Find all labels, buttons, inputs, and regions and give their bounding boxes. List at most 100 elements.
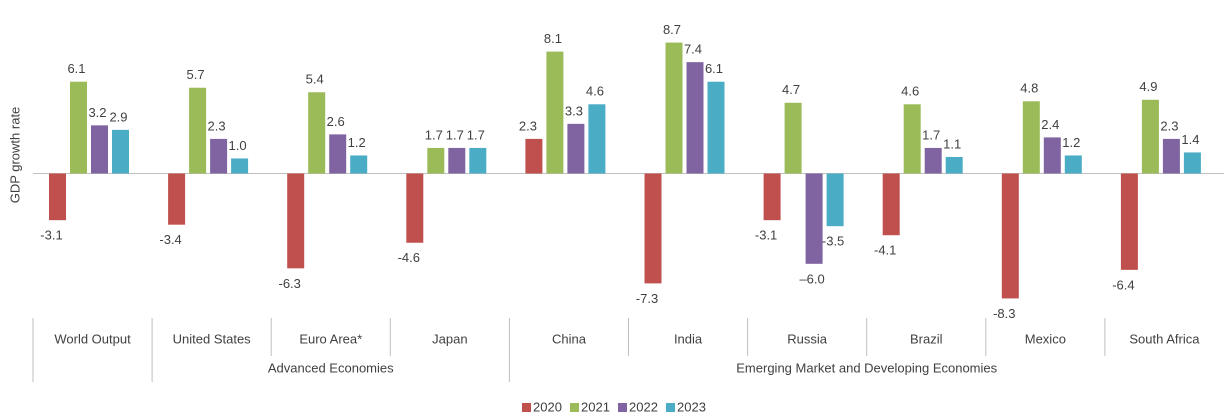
value-label: 2.3 [1160,118,1178,133]
bar [1162,138,1180,174]
value-label: 1.0 [229,138,247,153]
value-label: 1.2 [348,135,366,150]
bar [784,102,802,174]
bar [924,147,942,174]
value-label: 1.4 [1181,132,1199,147]
value-label: 7.4 [684,42,702,57]
value-label: 5.4 [306,72,324,87]
x-tick-label: Brazil [910,331,943,346]
value-label: 4.8 [1020,81,1038,96]
bar [567,123,585,174]
bar [189,87,207,174]
value-label: 1.2 [1062,135,1080,150]
x-tick-label: Japan [432,331,467,346]
value-label: 1.7 [446,127,464,142]
value-label: -3.4 [159,232,181,247]
value-label: -8.3 [993,306,1015,321]
value-label: -6.4 [1112,277,1134,292]
value-label: 4.7 [782,82,800,97]
value-label: -3.5 [822,234,844,249]
bar [525,138,543,174]
value-label: 1.7 [467,127,485,142]
value-label: 1.7 [425,127,443,142]
bar [70,81,87,174]
bar [826,173,844,227]
value-label: 2.9 [109,109,127,124]
legend-swatch [570,403,579,412]
value-label: 3.2 [88,105,106,120]
value-label: 1.7 [922,127,940,142]
value-label: 1.1 [943,136,961,151]
bar [882,173,900,236]
value-label: 6.1 [705,61,723,76]
bar [686,62,704,174]
value-label: -6.3 [278,276,300,291]
bar [805,173,823,264]
bar [308,92,326,174]
bar [469,147,487,174]
legend-label: 2023 [677,399,706,414]
value-label: 3.3 [565,103,583,118]
legend-label: 2021 [581,399,610,414]
y-axis-label: GDP growth rate [7,107,22,204]
bar [1043,137,1061,174]
x-tick-label: China [552,331,587,346]
bar [1064,155,1082,174]
legend-label: 2020 [533,399,562,414]
bar [707,81,725,174]
value-label: 8.7 [663,22,681,37]
bar [945,156,963,174]
value-label: -4.6 [398,250,420,265]
bar [406,173,424,243]
value-label: 2.6 [327,114,345,129]
x-tick-label: South Africa [1129,331,1200,346]
x-tick-label: Euro Area* [299,331,362,346]
value-label: 2.4 [1041,117,1059,132]
x-tick-label: United States [173,331,252,346]
value-label: 2.3 [519,118,537,133]
bar [112,129,129,174]
group-label: Advanced Economies [268,360,394,375]
bar [763,173,781,221]
value-label: 4.6 [586,84,604,99]
value-label: 5.7 [187,67,205,82]
bar [644,173,662,284]
bar [1141,99,1159,174]
value-label: 2.3 [208,118,226,133]
bar [91,125,108,174]
bar [427,147,445,174]
value-label: –6.0 [799,271,824,286]
bar [350,155,368,174]
value-label: -3.1 [40,228,62,243]
legend-swatch [618,403,627,412]
value-label: 6.1 [67,61,85,76]
value-label: -4.1 [874,243,896,258]
value-label: 8.1 [544,31,562,46]
bar [546,51,564,174]
legend-label: 2022 [629,399,658,414]
bar [903,104,921,174]
bar [287,173,305,269]
bar [665,42,683,174]
legend-swatch [522,403,531,412]
bar [49,173,66,221]
bar [1001,173,1019,299]
bar [448,147,466,174]
x-tick-label: Mexico [1025,331,1066,346]
x-tick-label: Russia [787,331,828,346]
bar [168,173,186,225]
x-tick-label: World Output [54,331,131,346]
x-tick-label: India [674,331,703,346]
value-label: -7.3 [636,291,658,306]
bar [329,134,347,174]
bar [588,104,606,174]
legend-swatch [666,403,675,412]
bar [1022,101,1040,174]
value-label: -3.1 [755,228,777,243]
bar [231,158,249,174]
group-label: Emerging Market and Developing Economies [736,360,997,375]
bar [1183,152,1201,174]
bar [1120,173,1138,270]
bar [210,138,228,174]
